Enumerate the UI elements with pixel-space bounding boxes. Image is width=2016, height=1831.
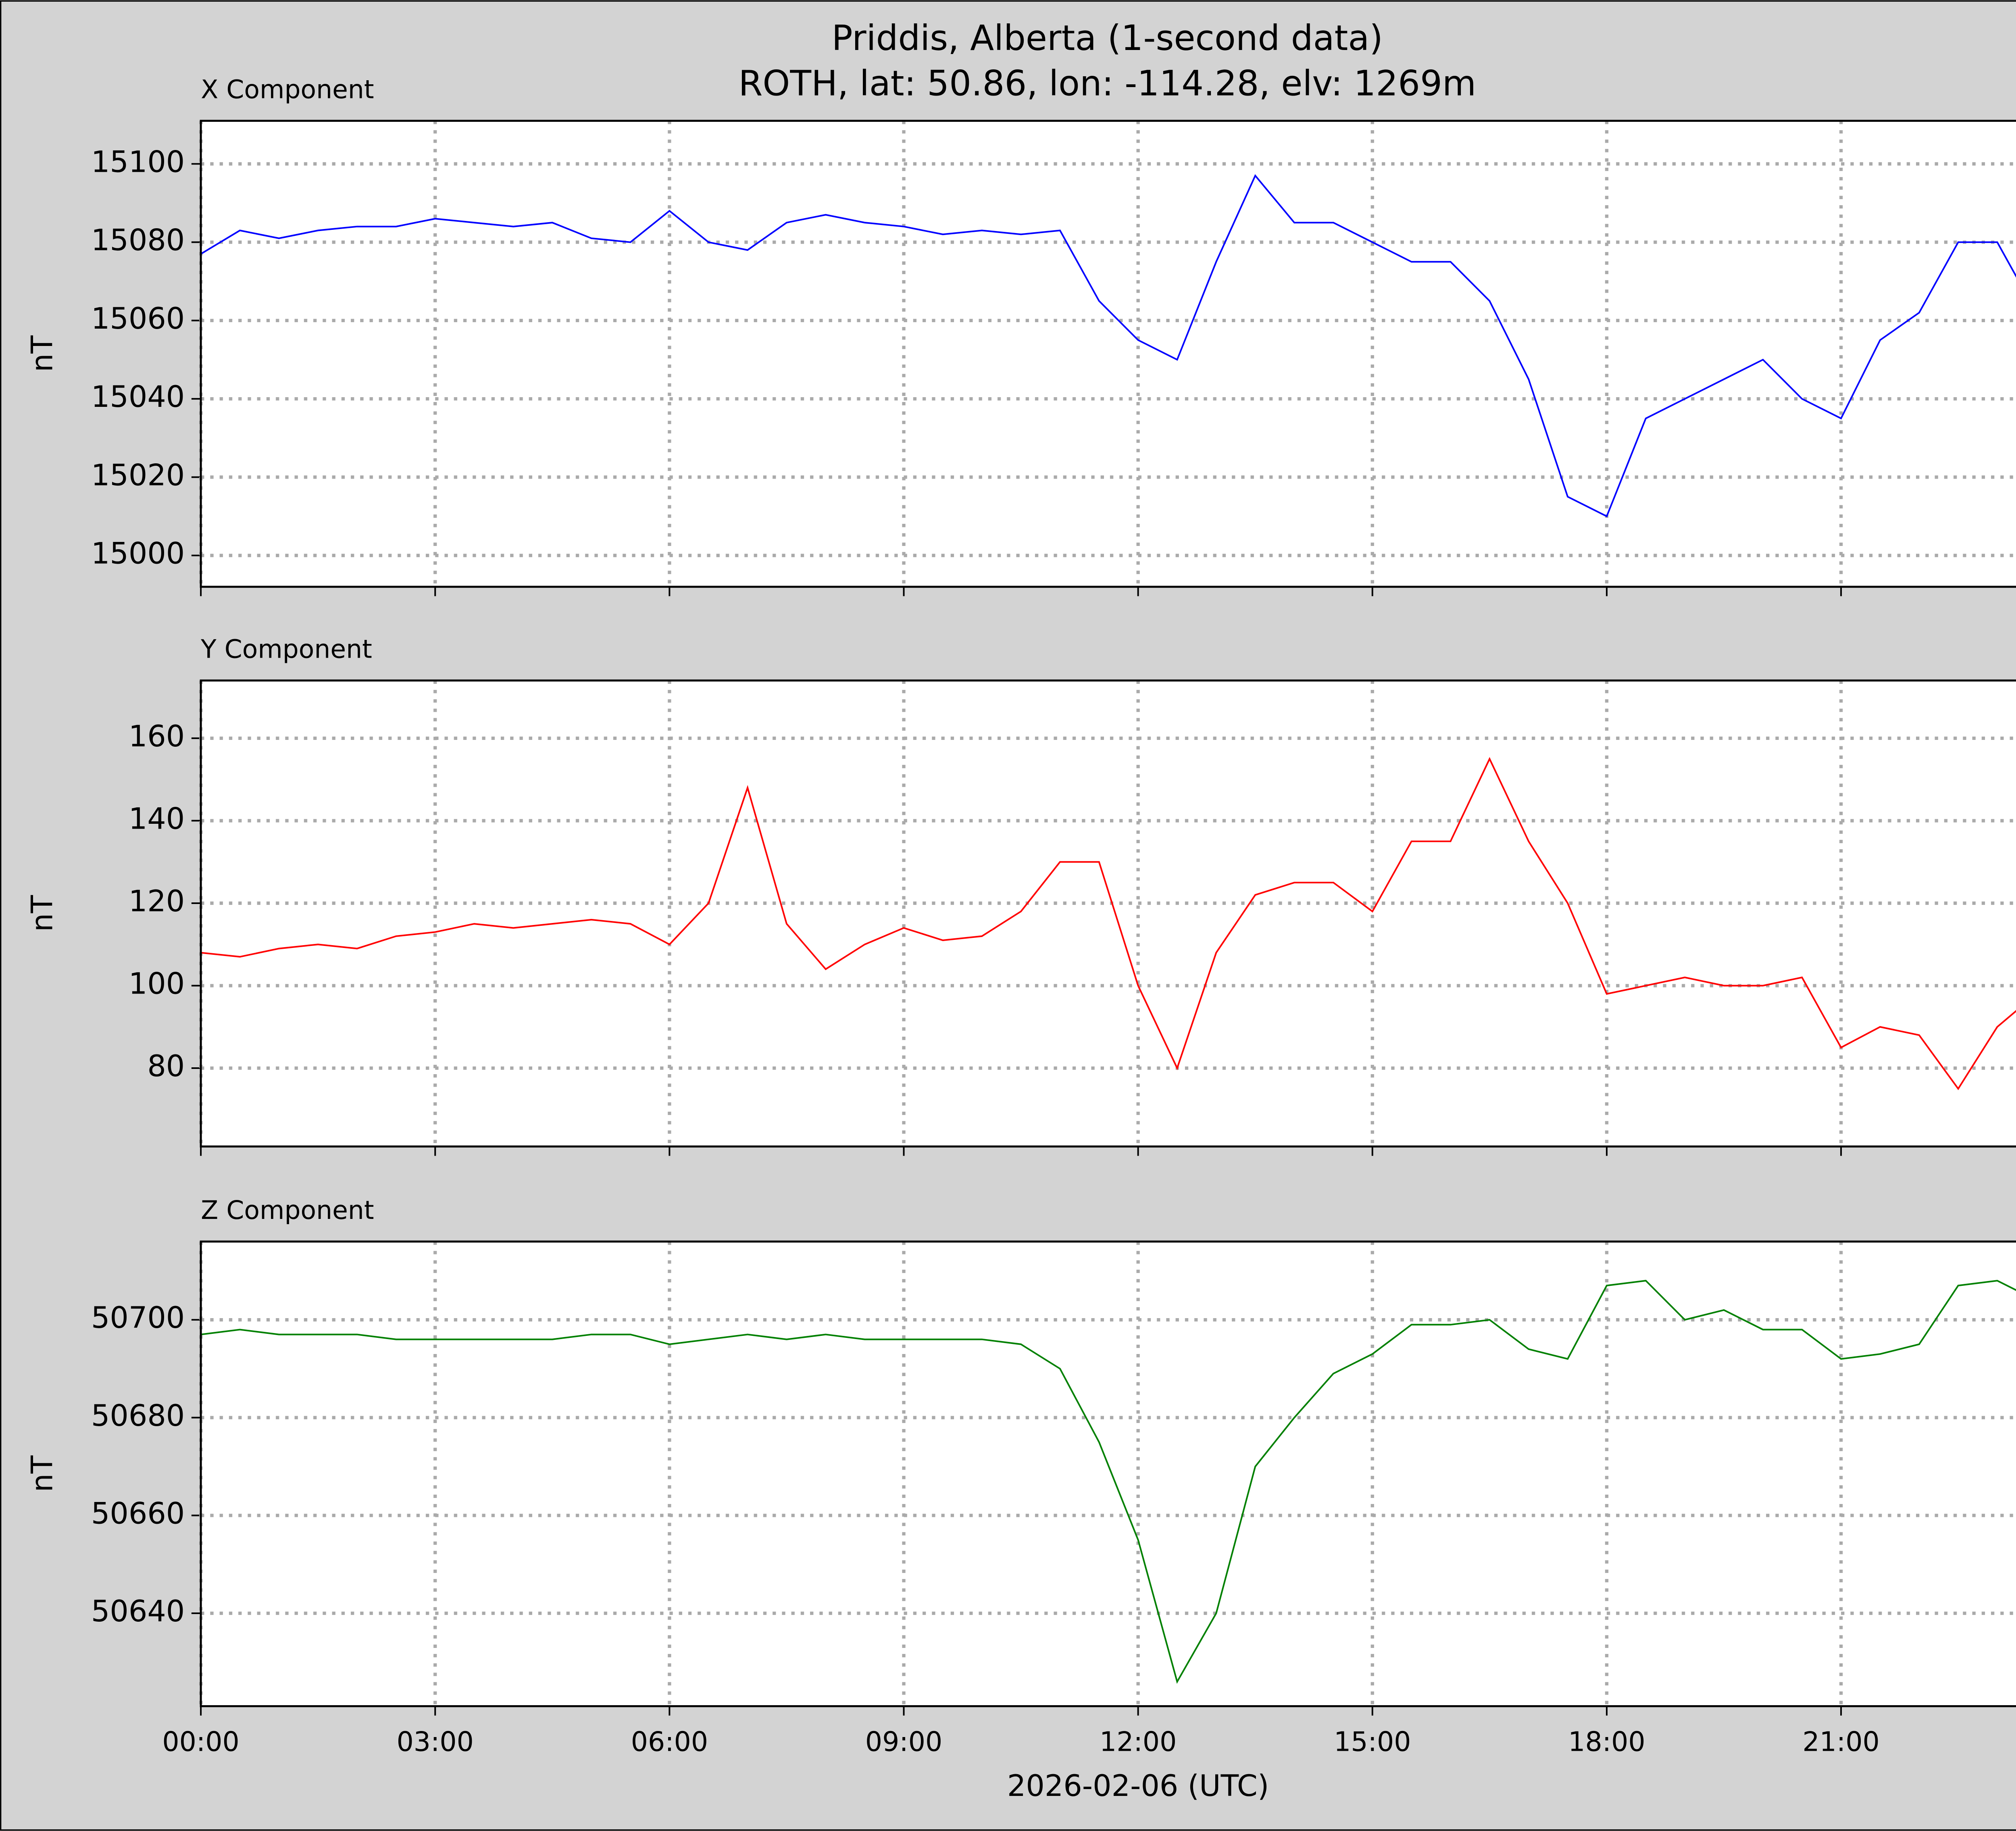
x-tick-label: 00:00 xyxy=(162,1726,239,1757)
plot-area xyxy=(201,121,2016,587)
panel-title: Y Component xyxy=(200,634,372,664)
x-tick-label: 18:00 xyxy=(1568,1726,1645,1757)
x-tick-label: 03:00 xyxy=(397,1726,474,1757)
x-axis-label: 2026-02-06 (UTC) xyxy=(1007,1769,1269,1803)
panel-title: X Component xyxy=(201,75,374,104)
y-tick-label: 50700 xyxy=(91,1301,185,1335)
data-line xyxy=(201,174,2016,518)
data-line xyxy=(201,1280,2016,1684)
y-tick-label: 50640 xyxy=(91,1594,185,1629)
y-tick-label: 50660 xyxy=(91,1496,185,1531)
y-tick-label: 140 xyxy=(129,802,185,836)
figure-subtitle: ROTH, lat: 50.86, lon: -114.28, elv: 126… xyxy=(738,64,1476,104)
y-tick-label: 100 xyxy=(129,967,185,1001)
plot-area xyxy=(201,1241,2016,1706)
x-tick-label: 12:00 xyxy=(1100,1726,1177,1757)
panel-title: Z Component xyxy=(201,1195,374,1225)
plot-frame xyxy=(200,120,2016,588)
y-tick-label: 120 xyxy=(129,884,185,919)
plot-frame xyxy=(200,679,2016,1148)
y-tick-label: 15000 xyxy=(91,537,185,571)
plot-area xyxy=(201,680,2016,1147)
y-tick-label: 160 xyxy=(129,719,185,754)
y-tick-label: 15100 xyxy=(91,145,185,179)
y-tick-label: 15080 xyxy=(91,223,185,258)
figure-title: Priddis, Alberta (1-second data) xyxy=(832,18,1383,58)
y-tick-label: 15040 xyxy=(91,380,185,414)
y-tick-label: 15060 xyxy=(91,302,185,336)
y-axis-label: nT xyxy=(25,895,60,932)
plot-frame xyxy=(200,1240,2016,1707)
y-tick-label: 80 xyxy=(147,1049,185,1083)
x-tick-label: 09:00 xyxy=(865,1726,942,1757)
y-tick-label: 15020 xyxy=(91,458,185,492)
y-axis-label: nT xyxy=(25,1455,60,1492)
x-tick-label: 21:00 xyxy=(1802,1726,1879,1757)
y-axis-label: nT xyxy=(25,335,60,372)
x-tick-label: 15:00 xyxy=(1334,1726,1411,1757)
data-line xyxy=(201,757,2016,1090)
y-tick-label: 50680 xyxy=(91,1399,185,1433)
x-tick-label: 06:00 xyxy=(631,1726,708,1757)
